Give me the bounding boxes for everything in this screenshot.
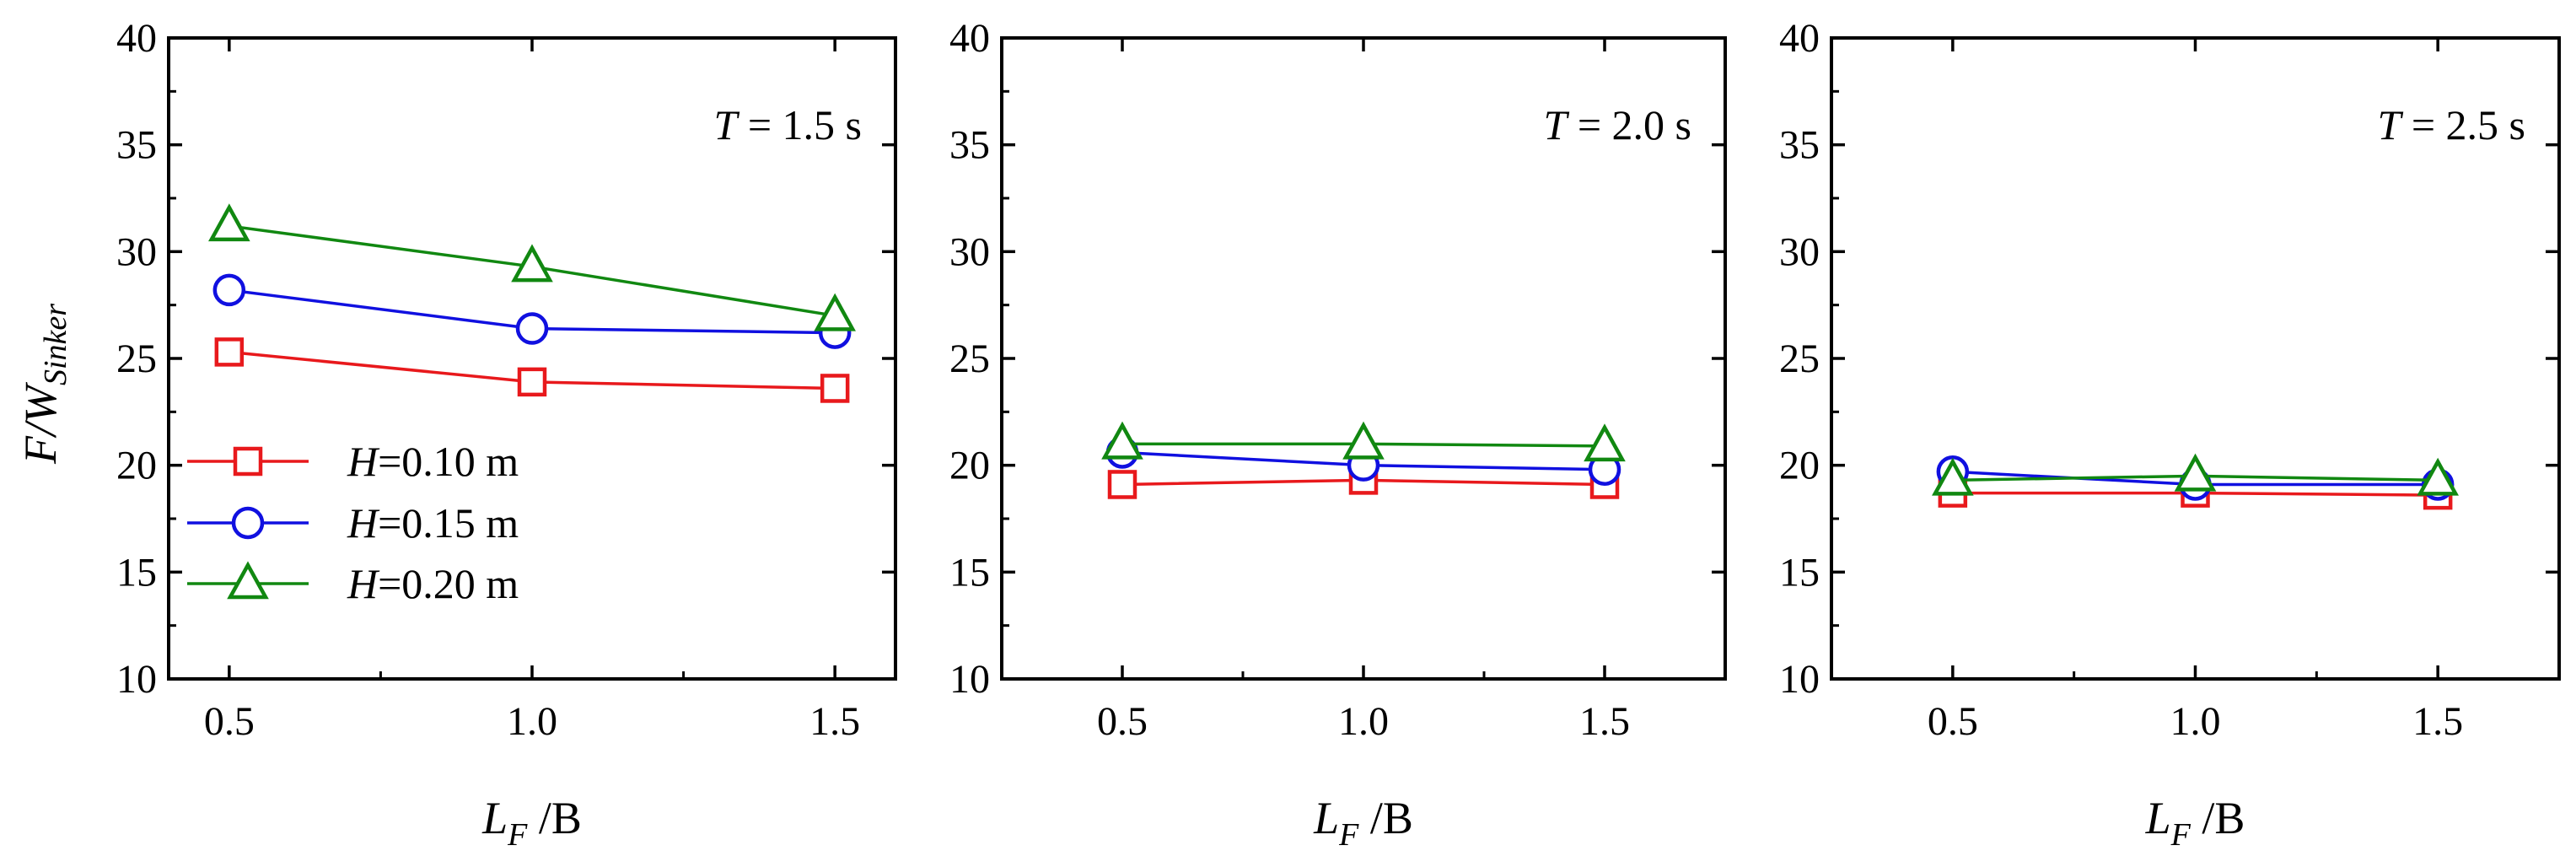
y-tick-label: 40 [1779, 16, 1820, 61]
y-tick-label: 30 [1779, 229, 1820, 274]
series-triangle [208, 203, 856, 331]
legend-marker [227, 561, 269, 600]
legend-marker [231, 506, 265, 540]
chart-panel-3: 10 15 20 25 30 35 40 0.5 1.0 1.5 LF /B T = 2.5 s [1779, 16, 2561, 853]
x-axis-title: LF /B [481, 793, 582, 853]
legend-label: H=0.10 m [347, 438, 519, 485]
legend-item: H=0.15 m [187, 499, 519, 547]
x-tick-label: 1.5 [1579, 699, 1630, 744]
y-tick-label: 25 [1779, 337, 1820, 381]
y-tick-label: 20 [1779, 444, 1820, 488]
y-tick-label: 35 [116, 123, 157, 168]
y-tick-label: 20 [116, 444, 157, 488]
series-circle [212, 273, 852, 349]
series-triangle [1932, 453, 2459, 496]
legend: H=0.10 m H=0.15 m H=0.20 m [187, 438, 519, 607]
y-tick-label: 35 [1779, 123, 1820, 168]
panels: 10 15 20 25 30 35 40 0.5 1.0 1.5 LF /B T = 1.5 s H=0… [116, 16, 2561, 853]
y-tick-label: 40 [949, 16, 990, 61]
x-tick-label: 1.5 [2412, 699, 2463, 744]
y-axis-title: F/WSinker [15, 304, 73, 465]
y-tick-label: 10 [116, 657, 157, 702]
chart-panel-2: 10 15 20 25 30 35 40 0.5 1.0 1.5 LF /B T = 2.0 s [949, 16, 1727, 853]
data-point [1584, 423, 1626, 462]
legend-item: H=0.10 m [187, 438, 519, 485]
x-tick-label: 0.5 [1928, 699, 1978, 744]
y-tick-label: 20 [949, 444, 990, 488]
series-triangle [1101, 421, 1626, 462]
series-square [214, 337, 850, 403]
data-point [1107, 470, 1137, 499]
data-point [208, 203, 250, 242]
data-point [1932, 457, 1974, 496]
legend-label: H=0.20 m [347, 560, 519, 607]
panel-label: T = 1.5 s [714, 101, 862, 148]
x-tick-label: 0.5 [1097, 699, 1148, 744]
data-point [814, 293, 856, 331]
data-point [515, 312, 549, 345]
x-tick-label: 1.0 [2170, 699, 2221, 744]
y-tick-label: 15 [116, 550, 157, 595]
data-point [1101, 421, 1143, 460]
legend-marker [233, 446, 263, 477]
x-axis-title: LF /B [1313, 793, 1413, 853]
data-point [2417, 457, 2459, 496]
data-point [517, 367, 547, 397]
y-tick-label: 40 [116, 16, 157, 61]
data-point [1342, 421, 1385, 460]
data-point [820, 374, 850, 403]
y-tick-label: 30 [116, 229, 157, 274]
panel-label: T = 2.5 s [2378, 101, 2525, 148]
y-tick-label: 15 [1779, 550, 1820, 595]
chart-panel-1: 10 15 20 25 30 35 40 0.5 1.0 1.5 LF /B T = 1.5 s H=0… [116, 16, 897, 853]
x-tick-label: 1.0 [1338, 699, 1389, 744]
panel-label: T = 2.0 s [1544, 101, 1691, 148]
data-point [511, 244, 553, 283]
y-tick-label: 10 [1779, 657, 1820, 702]
legend-label: H=0.15 m [347, 499, 519, 547]
x-axis-title: LF /B [2145, 793, 2245, 853]
x-tick-label: 1.5 [809, 699, 860, 744]
x-tick-label: 0.5 [204, 699, 255, 744]
y-tick-label: 35 [949, 123, 990, 168]
y-tick-label: 25 [116, 337, 157, 381]
data-point [212, 273, 246, 307]
data-point [2174, 453, 2217, 492]
y-tick-label: 30 [949, 229, 990, 274]
y-tick-label: 25 [949, 337, 990, 381]
y-tick-label: 15 [949, 550, 990, 595]
legend-item: H=0.20 m [187, 560, 519, 607]
x-tick-label: 1.0 [507, 699, 557, 744]
y-tick-label: 10 [949, 657, 990, 702]
data-point [214, 337, 245, 367]
